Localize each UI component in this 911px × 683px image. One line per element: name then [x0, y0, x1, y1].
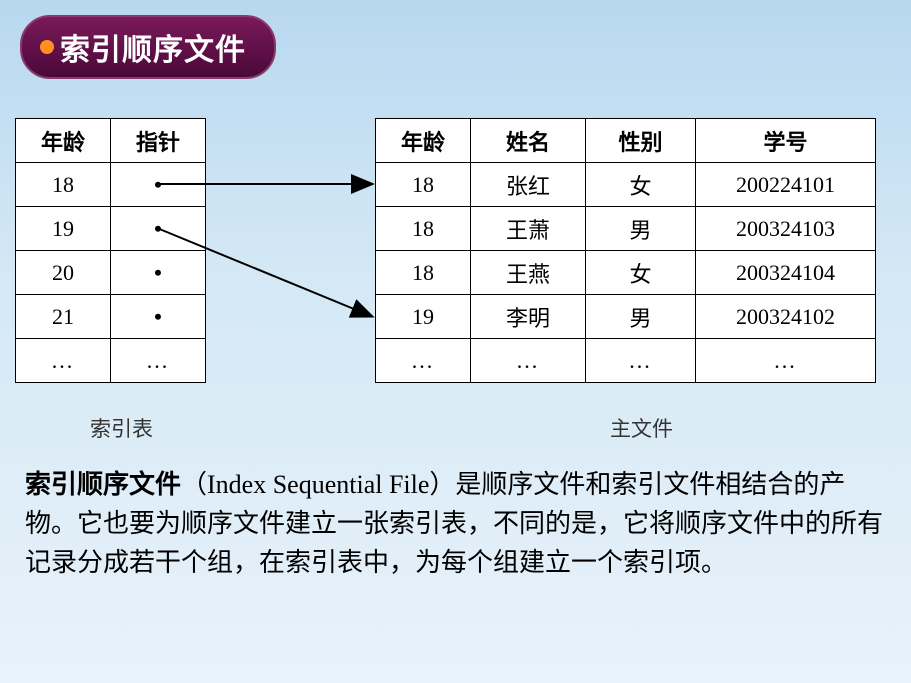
main-col-name: 姓名	[471, 119, 586, 163]
index-col-pointer: 指针	[111, 119, 206, 163]
index-table: 年龄 指针 18 • 19 • 20 • 21 • ... ...	[15, 118, 206, 383]
main-table-caption: 主文件	[610, 413, 673, 443]
table-row: 18 张红 女 200224101	[376, 163, 876, 207]
table-row: 21 •	[16, 295, 206, 339]
bullet-icon	[40, 40, 54, 54]
diagram-area: 年龄 指针 18 • 19 • 20 • 21 • ... ... 年龄 姓名 …	[15, 118, 895, 453]
desc-bold-term: 索引顺序文件	[25, 469, 181, 499]
description-paragraph: 索引顺序文件（Index Sequential File）是顺序文件和索引文件相…	[25, 465, 885, 582]
index-table-caption: 索引表	[90, 413, 153, 443]
table-row: ... ...	[16, 339, 206, 383]
table-row: 19 •	[16, 207, 206, 251]
table-row: 20 •	[16, 251, 206, 295]
main-col-gender: 性别	[586, 119, 696, 163]
main-table: 年龄 姓名 性别 学号 18 张红 女 200224101 18 王萧 男 20…	[375, 118, 876, 383]
title-badge: 索引顺序文件	[20, 15, 276, 79]
table-row: 18 王萧 男 200324103	[376, 207, 876, 251]
main-col-age: 年龄	[376, 119, 471, 163]
main-col-id: 学号	[696, 119, 876, 163]
title-text: 索引顺序文件	[60, 25, 246, 69]
table-header-row: 年龄 指针	[16, 119, 206, 163]
table-row: ... ... ... ...	[376, 339, 876, 383]
table-row: 19 李明 男 200324102	[376, 295, 876, 339]
desc-en-term: （Index Sequential File）	[181, 470, 455, 499]
index-col-age: 年龄	[16, 119, 111, 163]
table-row: 18 •	[16, 163, 206, 207]
table-row: 18 王燕 女 200324104	[376, 251, 876, 295]
table-header-row: 年龄 姓名 性别 学号	[376, 119, 876, 163]
